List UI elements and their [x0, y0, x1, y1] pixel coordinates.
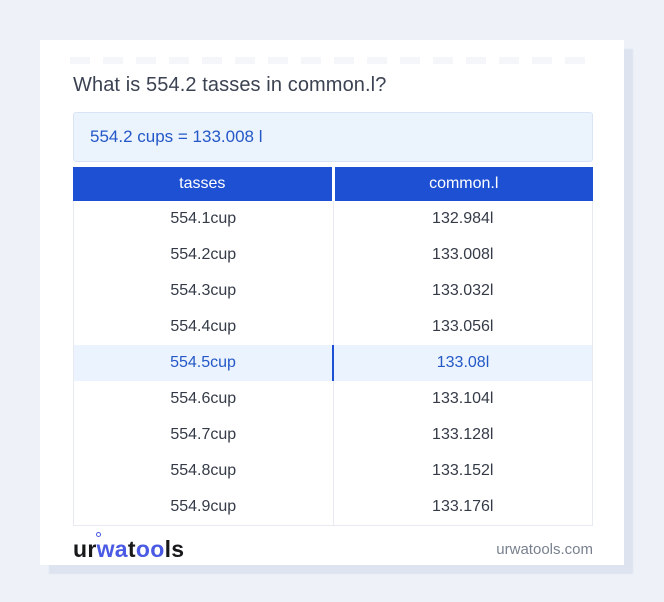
page-title: What is 554.2 tasses in common.l?: [73, 74, 387, 96]
table-row[interactable]: 554.6cup 133.104l: [74, 381, 592, 417]
table-body: 554.1cup 132.984l 554.2cup 133.008l 554.3cup…: [74, 201, 592, 525]
site-domain-text: urwatools.com: [496, 540, 593, 558]
common-l-cell[interactable]: 132.984l: [332, 201, 593, 237]
logo-text-blue-1: wa: [95, 531, 128, 561]
table-row[interactable]: 554.3cup 133.032l: [74, 273, 592, 309]
table-row[interactable]: 554.5cup 133.08l: [74, 345, 592, 381]
logo-text-black-3: ls: [164, 535, 185, 562]
logo-text-black-2: t: [127, 535, 136, 562]
common-l-cell[interactable]: 133.032l: [332, 273, 593, 309]
common-l-cell[interactable]: 133.08l: [332, 345, 592, 381]
converter-card: What is 554.2 tasses in common.l? 554.2 …: [40, 40, 624, 565]
table-row[interactable]: 554.4cup 133.056l: [74, 309, 592, 345]
tasses-cell[interactable]: 554.2cup: [170, 246, 237, 263]
table-row[interactable]: 554.2cup 133.008l: [74, 237, 592, 273]
logo-ring-icon: [95, 531, 101, 537]
urwatools-logo[interactable]: ur watools: [73, 531, 185, 562]
tasses-cell[interactable]: 554.7cup: [170, 426, 237, 443]
common-l-cell[interactable]: 133.008l: [332, 237, 593, 273]
table-row[interactable]: 554.8cup 133.152l: [74, 453, 592, 489]
common-l-cell[interactable]: 133.176l: [332, 489, 593, 525]
common-l-cell[interactable]: 133.056l: [332, 309, 593, 345]
tasses-cell[interactable]: 554.9cup: [170, 498, 237, 515]
column-header-tasses: tasses: [73, 167, 332, 201]
tasses-cell[interactable]: 554.8cup: [170, 462, 237, 479]
table-header-row: tasses common.l: [73, 167, 593, 201]
tasses-cell[interactable]: 554.5cup: [170, 354, 236, 371]
table-row[interactable]: 554.9cup 133.176l: [74, 489, 592, 525]
tasses-cell[interactable]: 554.6cup: [170, 390, 237, 407]
tasses-cell[interactable]: 554.4cup: [170, 318, 237, 335]
table-row[interactable]: 554.1cup 132.984l: [74, 201, 592, 237]
table-row[interactable]: 554.7cup 133.128l: [74, 417, 592, 453]
decorative-dashes: [70, 57, 594, 64]
common-l-cell[interactable]: 133.104l: [332, 381, 593, 417]
card-footer: ur watools urwatools.com: [73, 528, 593, 570]
conversion-table: tasses common.l 554.1cup 132.984l 554.2cup…: [73, 167, 593, 526]
common-l-cell[interactable]: 133.128l: [332, 417, 593, 453]
tasses-cell[interactable]: 554.1cup: [170, 210, 237, 227]
common-l-cell[interactable]: 133.152l: [332, 453, 593, 489]
conversion-result-box: 554.2 cups = 133.008 l: [73, 112, 593, 162]
conversion-result-text: 554.2 cups = 133.008 l: [90, 127, 263, 146]
tasses-cell[interactable]: 554.3cup: [170, 282, 237, 299]
logo-text-blue-2: oo: [135, 535, 165, 562]
logo-text-black-1: ur: [73, 535, 97, 562]
column-header-common-l: common.l: [331, 167, 593, 201]
